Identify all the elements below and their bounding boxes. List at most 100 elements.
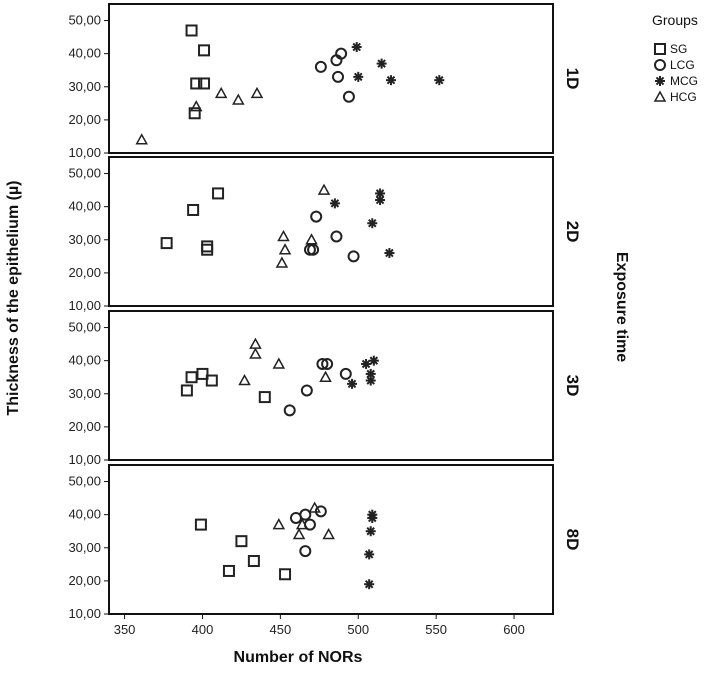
point-HCG	[275, 256, 289, 268]
point-LCG	[335, 47, 348, 60]
point-HCG	[238, 373, 251, 386]
legend-marker-LCG	[654, 59, 666, 71]
series-SG	[185, 24, 211, 120]
panel-3D: 10,00 20,00 30,00 40,00 50,00 3D	[68, 310, 582, 467]
point-MCG	[361, 358, 372, 369]
point-LCG	[299, 508, 312, 521]
point-LCG	[332, 70, 345, 83]
y-tick-label: 30,00	[68, 386, 101, 401]
point-LCG	[321, 357, 334, 370]
y-tick-label: 50,00	[68, 474, 101, 489]
y-tick-label: 50,00	[68, 13, 101, 28]
legend-item-SG: SG	[654, 42, 687, 56]
series-LCG	[303, 210, 360, 263]
y-tick-label: 50,00	[68, 320, 101, 335]
y-axis-title: Thickness of the epithelium (µ)	[5, 180, 22, 415]
point-LCG	[310, 210, 323, 223]
point-SG	[160, 237, 173, 250]
panel-frame	[108, 310, 554, 461]
series-HCG	[238, 337, 332, 386]
x-tick-label: 400	[192, 622, 214, 637]
legend-label: MCG	[670, 74, 698, 88]
series-LCG	[289, 505, 327, 558]
point-LCG	[307, 243, 320, 256]
series-LCG	[314, 47, 355, 103]
y-tick-label: 20,00	[68, 419, 101, 434]
x-axis-ticks: 350 400 450 500 550 600	[114, 614, 525, 637]
x-tick-label: 600	[503, 622, 525, 637]
y-tick-label: 40,00	[68, 353, 101, 368]
point-SG	[201, 243, 214, 256]
series-SG	[160, 187, 225, 256]
point-HCG	[305, 233, 318, 245]
point-MCG	[375, 188, 386, 199]
y-tick-label: 40,00	[68, 507, 101, 522]
y-tick-label: 40,00	[68, 199, 101, 214]
legend-label: SG	[670, 42, 687, 56]
point-HCG	[214, 86, 228, 99]
point-MCG	[364, 549, 375, 560]
series-HCG	[275, 183, 331, 268]
point-HCG	[322, 527, 335, 540]
facet-label: 2D	[563, 221, 582, 243]
point-SG	[190, 77, 203, 90]
panel-8D: 10,00 20,00 30,00 40,00 50,00 8D	[68, 464, 582, 621]
panel-1D: 10,00 20,00 30,00 40,00 50,00 1D	[68, 3, 582, 160]
point-SG	[201, 240, 214, 253]
x-tick-label: 450	[270, 622, 292, 637]
point-SG	[247, 555, 260, 568]
point-MCG	[365, 375, 376, 386]
point-HCG	[232, 93, 245, 105]
point-SG	[194, 518, 207, 531]
x-axis-title: Number of NORs	[234, 649, 363, 666]
point-MCG	[375, 195, 386, 206]
series-SG	[194, 518, 292, 581]
point-SG	[235, 535, 248, 548]
point-HCG	[292, 527, 306, 540]
point-HCG	[272, 357, 286, 369]
series-LCG	[283, 357, 352, 417]
panel-frame	[108, 3, 554, 154]
x-tick-label: 500	[347, 622, 369, 637]
y-tick-label: 30,00	[68, 540, 101, 555]
series-MCG	[364, 509, 378, 590]
legend-item-LCG: LCG	[654, 58, 695, 72]
point-SG	[222, 564, 235, 577]
point-SG	[212, 187, 225, 200]
panel-frame	[108, 156, 554, 307]
series-MCG	[351, 42, 445, 86]
y-tick-label: 10,00	[68, 298, 101, 313]
point-MCG	[384, 248, 395, 259]
legend-marker-MCG	[655, 76, 665, 86]
y-tick-label: 10,00	[68, 145, 101, 160]
point-HCG	[135, 133, 148, 145]
panel-frame	[108, 464, 554, 615]
point-MCG	[353, 71, 364, 82]
point-LCG	[283, 404, 296, 417]
facet-label: 8D	[563, 529, 582, 551]
point-MCG	[434, 75, 445, 86]
y-tick-label: 10,00	[68, 452, 101, 467]
point-LCG	[300, 384, 313, 397]
x-tick-label: 350	[114, 622, 136, 637]
y-tick-label: 30,00	[68, 232, 101, 247]
point-SG	[185, 24, 198, 37]
point-HCG	[319, 370, 332, 382]
y-tick-label: 20,00	[68, 265, 101, 280]
point-LCG	[347, 250, 360, 263]
point-HCG	[249, 347, 262, 359]
point-MCG	[365, 526, 376, 537]
y-tick-label: 50,00	[68, 166, 101, 181]
point-LCG	[330, 230, 343, 243]
legend-marker-SG	[654, 43, 666, 55]
point-LCG	[314, 60, 327, 73]
y-tick-label: 20,00	[68, 112, 101, 127]
series-SG	[180, 367, 271, 404]
point-MCG	[367, 512, 378, 523]
facet-axis-title: Exposure time	[613, 252, 630, 362]
point-LCG	[316, 357, 329, 370]
series-HCG	[272, 501, 335, 540]
facet-label: 3D	[563, 375, 582, 397]
point-LCG	[339, 367, 352, 380]
